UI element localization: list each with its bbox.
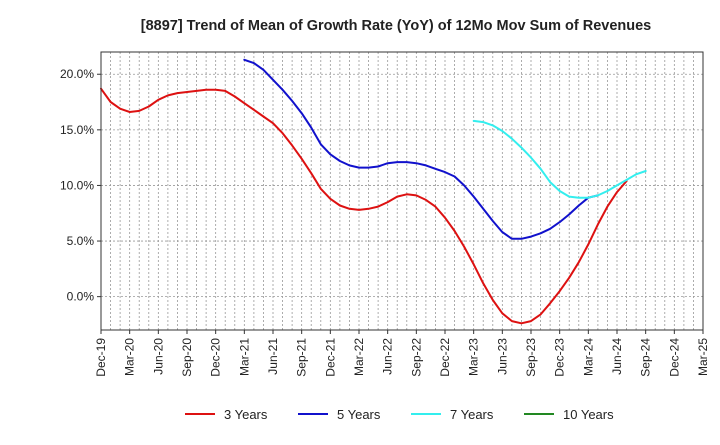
legend-label: 10 Years xyxy=(563,407,614,422)
legend-item: 7 Years xyxy=(411,407,494,422)
x-tick-label: Sep-24 xyxy=(639,338,653,377)
legend-label: 3 Years xyxy=(224,407,268,422)
x-tick-label: Mar-20 xyxy=(123,338,137,376)
x-tick-label: Dec-22 xyxy=(438,338,452,377)
legend-item: 5 Years xyxy=(298,407,381,422)
series-line-7-years xyxy=(472,119,647,199)
legend-label: 7 Years xyxy=(450,407,494,422)
legend-item: 3 Years xyxy=(185,407,268,422)
y-tick-label: 0.0% xyxy=(67,290,95,304)
x-tick-label: Mar-23 xyxy=(467,338,481,376)
x-tick-label: Jun-24 xyxy=(610,338,624,375)
x-tick-label: Sep-23 xyxy=(524,338,538,377)
x-tick-label: Dec-20 xyxy=(209,338,223,377)
x-tick-label: Sep-22 xyxy=(409,338,423,377)
chart-title: [8897] Trend of Mean of Growth Rate (YoY… xyxy=(141,18,652,34)
y-tick-label: 15.0% xyxy=(60,123,94,137)
x-tick-label: Jun-21 xyxy=(266,338,280,375)
plot-frame xyxy=(100,51,704,331)
x-tick-label: Mar-21 xyxy=(237,338,251,376)
x-tick-label: Sep-20 xyxy=(180,338,194,377)
x-axis: Dec-19 Mar-20 Jun-20 Sep-20 Dec-20 Mar-21 Jun-… xyxy=(94,330,710,377)
grid-lines xyxy=(101,52,703,330)
x-tick-label: Dec-19 xyxy=(94,338,108,377)
y-axis: 0.0% 5.0% 10.0% 15.0% 20.0% xyxy=(60,67,101,304)
x-tick-label: Dec-24 xyxy=(667,338,681,377)
x-tick-label: Jun-22 xyxy=(381,338,395,375)
y-tick-label: 20.0% xyxy=(60,67,94,81)
x-tick-label: Jun-23 xyxy=(495,338,509,375)
legend-item: 10 Years xyxy=(524,407,614,422)
legend: 3 Years 5 Years 7 Years 10 Years xyxy=(185,407,614,422)
x-tick-label: Mar-25 xyxy=(696,338,710,376)
x-tick-label: Mar-24 xyxy=(581,338,595,376)
series-lines xyxy=(100,58,647,325)
series-line-3-years xyxy=(100,87,628,325)
y-tick-label: 10.0% xyxy=(60,178,94,192)
x-tick-label: Jun-20 xyxy=(151,338,165,375)
series-line-5-years xyxy=(243,58,599,240)
x-tick-label: Mar-22 xyxy=(352,338,366,376)
x-tick-label: Dec-21 xyxy=(323,338,337,377)
x-tick-label: Sep-21 xyxy=(295,338,309,377)
x-tick-label: Dec-23 xyxy=(553,338,567,377)
legend-label: 5 Years xyxy=(337,407,381,422)
y-tick-label: 5.0% xyxy=(67,234,95,248)
